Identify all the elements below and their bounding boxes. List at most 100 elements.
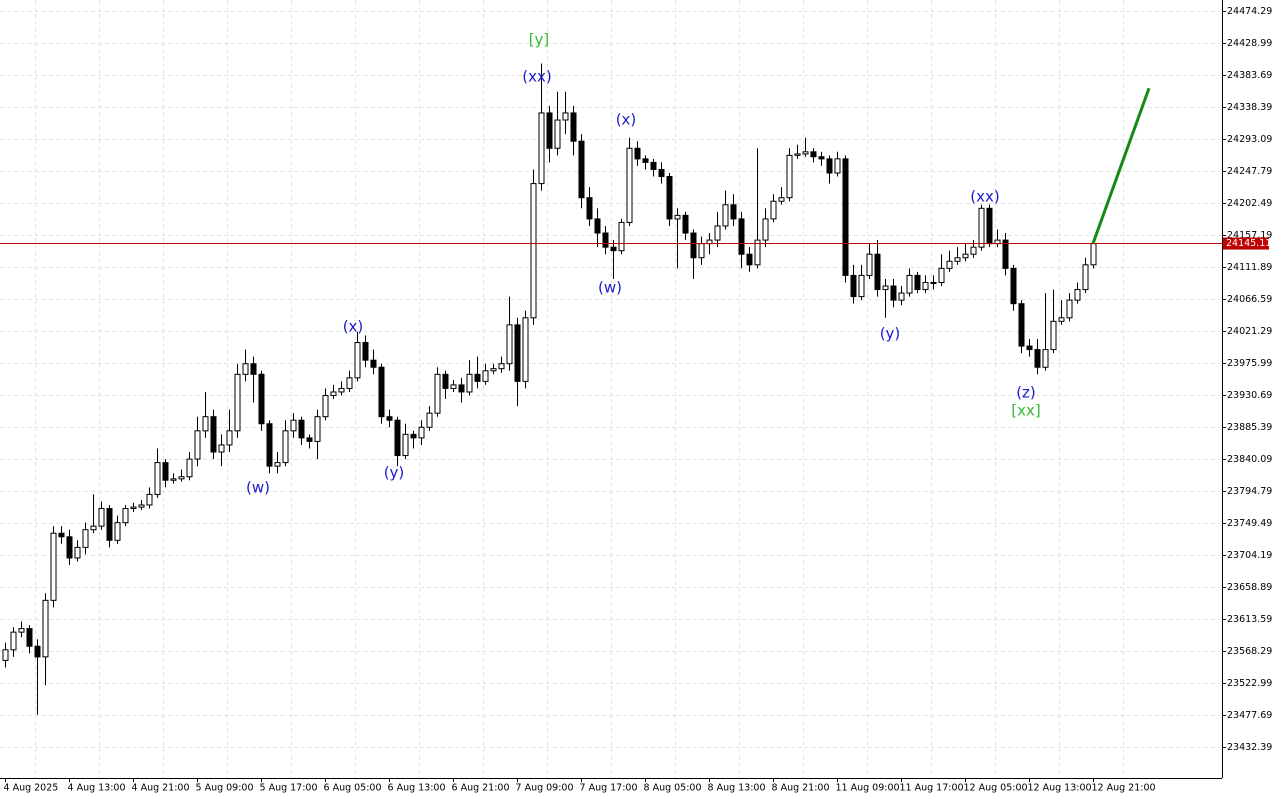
candle-body bbox=[738, 218, 745, 255]
y-tick-label: 23930.69 bbox=[1227, 390, 1272, 401]
candle-body bbox=[546, 112, 553, 149]
candle-body bbox=[690, 232, 697, 259]
wave-label: (w) bbox=[598, 279, 622, 297]
candle-body bbox=[530, 183, 537, 319]
forecast-line bbox=[1091, 87, 1151, 245]
x-tick-label: 6 Aug 13:00 bbox=[388, 783, 446, 794]
y-tick-label: 23568.29 bbox=[1227, 646, 1272, 657]
candle-body bbox=[698, 243, 705, 259]
wave-label: (xx) bbox=[522, 68, 551, 86]
candle-body bbox=[330, 391, 337, 396]
wave-label: [y] bbox=[529, 31, 550, 49]
candle-body bbox=[898, 292, 905, 301]
wave-label: (z) bbox=[1016, 384, 1036, 402]
candle-body bbox=[570, 112, 577, 142]
candle-body bbox=[674, 214, 681, 220]
candle-body bbox=[210, 416, 217, 453]
candle-body bbox=[426, 412, 433, 428]
candle-body bbox=[794, 153, 801, 156]
candle-body bbox=[354, 342, 361, 379]
candle-body bbox=[114, 522, 121, 541]
y-tick-label: 23704.19 bbox=[1227, 550, 1272, 561]
candle-body bbox=[946, 260, 953, 269]
x-tick-label: 12 Aug 13:00 bbox=[1028, 783, 1092, 794]
candle-body bbox=[338, 387, 345, 393]
candle-body bbox=[130, 506, 137, 510]
candle-body bbox=[42, 599, 49, 658]
candle-body bbox=[1082, 264, 1089, 291]
candle-body bbox=[258, 373, 265, 425]
candle-body bbox=[730, 204, 737, 220]
candle-body bbox=[74, 546, 81, 559]
x-tick-label: 4 Aug 2025 bbox=[4, 783, 59, 794]
y-tick-label: 23794.79 bbox=[1227, 486, 1272, 497]
candle-body bbox=[1066, 299, 1073, 319]
candle-body bbox=[626, 147, 633, 223]
candle-body bbox=[1090, 243, 1097, 266]
candle-body bbox=[50, 532, 57, 601]
x-tick-label: 12 Aug 21:00 bbox=[1092, 783, 1156, 794]
candle-body bbox=[610, 246, 617, 252]
wave-label: [xx] bbox=[1011, 402, 1040, 420]
candle-body bbox=[378, 366, 385, 418]
candle-body bbox=[170, 478, 177, 481]
candle-body bbox=[930, 281, 937, 284]
candle-body bbox=[858, 274, 865, 298]
candle-body bbox=[1010, 267, 1017, 305]
candle-body bbox=[818, 156, 825, 160]
y-tick-label: 23885.39 bbox=[1227, 422, 1272, 433]
x-tick-label: 4 Aug 21:00 bbox=[132, 783, 190, 794]
candle-body bbox=[250, 363, 257, 375]
candle-body bbox=[850, 274, 857, 298]
candle-body bbox=[418, 426, 425, 439]
candle-body bbox=[986, 207, 993, 245]
candle-body bbox=[146, 493, 153, 506]
candle-body bbox=[538, 112, 545, 185]
candle-body bbox=[138, 504, 145, 508]
x-tick-label: 6 Aug 05:00 bbox=[324, 783, 382, 794]
candle-body bbox=[266, 423, 273, 467]
wave-label: (y) bbox=[384, 464, 405, 482]
x-tick-label: 7 Aug 09:00 bbox=[516, 783, 574, 794]
candle-body bbox=[282, 430, 289, 464]
x-tick-label: 8 Aug 05:00 bbox=[644, 783, 702, 794]
candle-body bbox=[90, 525, 97, 531]
candle-body bbox=[314, 416, 321, 442]
candle-body bbox=[234, 373, 241, 432]
y-tick-label: 23477.69 bbox=[1227, 710, 1272, 721]
candle-body bbox=[602, 232, 609, 248]
candle-body bbox=[866, 253, 873, 276]
candle-body bbox=[306, 437, 313, 442]
candle-body bbox=[802, 151, 809, 155]
candle-body bbox=[810, 151, 817, 158]
y-tick-label: 24247.79 bbox=[1227, 166, 1272, 177]
candle-body bbox=[666, 176, 673, 220]
plot: [y] (xx) (x) (w) (w) (x) (y) (y) (xx) (z)[xx] bbox=[0, 31, 1222, 715]
candle-body bbox=[410, 433, 417, 439]
candle-body bbox=[242, 363, 249, 375]
candle-body bbox=[290, 419, 297, 432]
candle-body bbox=[746, 253, 753, 266]
y-tick-label: 23749.49 bbox=[1227, 518, 1272, 529]
candle-body bbox=[978, 207, 985, 248]
candle-body bbox=[586, 197, 593, 220]
x-tick-label: 4 Aug 13:00 bbox=[68, 783, 126, 794]
candle-body bbox=[890, 285, 897, 301]
candle-body bbox=[482, 370, 489, 382]
candle-body bbox=[722, 204, 729, 227]
candle-body bbox=[834, 158, 841, 174]
wave-label: (x) bbox=[343, 318, 364, 336]
candle-body bbox=[162, 462, 169, 481]
candle-body bbox=[122, 508, 129, 524]
candle-body bbox=[762, 218, 769, 241]
y-tick-label: 24428.99 bbox=[1227, 38, 1272, 49]
candle-body bbox=[514, 324, 521, 382]
candle-body bbox=[874, 253, 881, 291]
candle-body bbox=[562, 112, 569, 121]
candle-body bbox=[442, 373, 449, 389]
candle-body bbox=[298, 419, 305, 439]
candle-body bbox=[714, 225, 721, 241]
candle-body bbox=[34, 645, 41, 658]
candle-body bbox=[82, 529, 89, 548]
